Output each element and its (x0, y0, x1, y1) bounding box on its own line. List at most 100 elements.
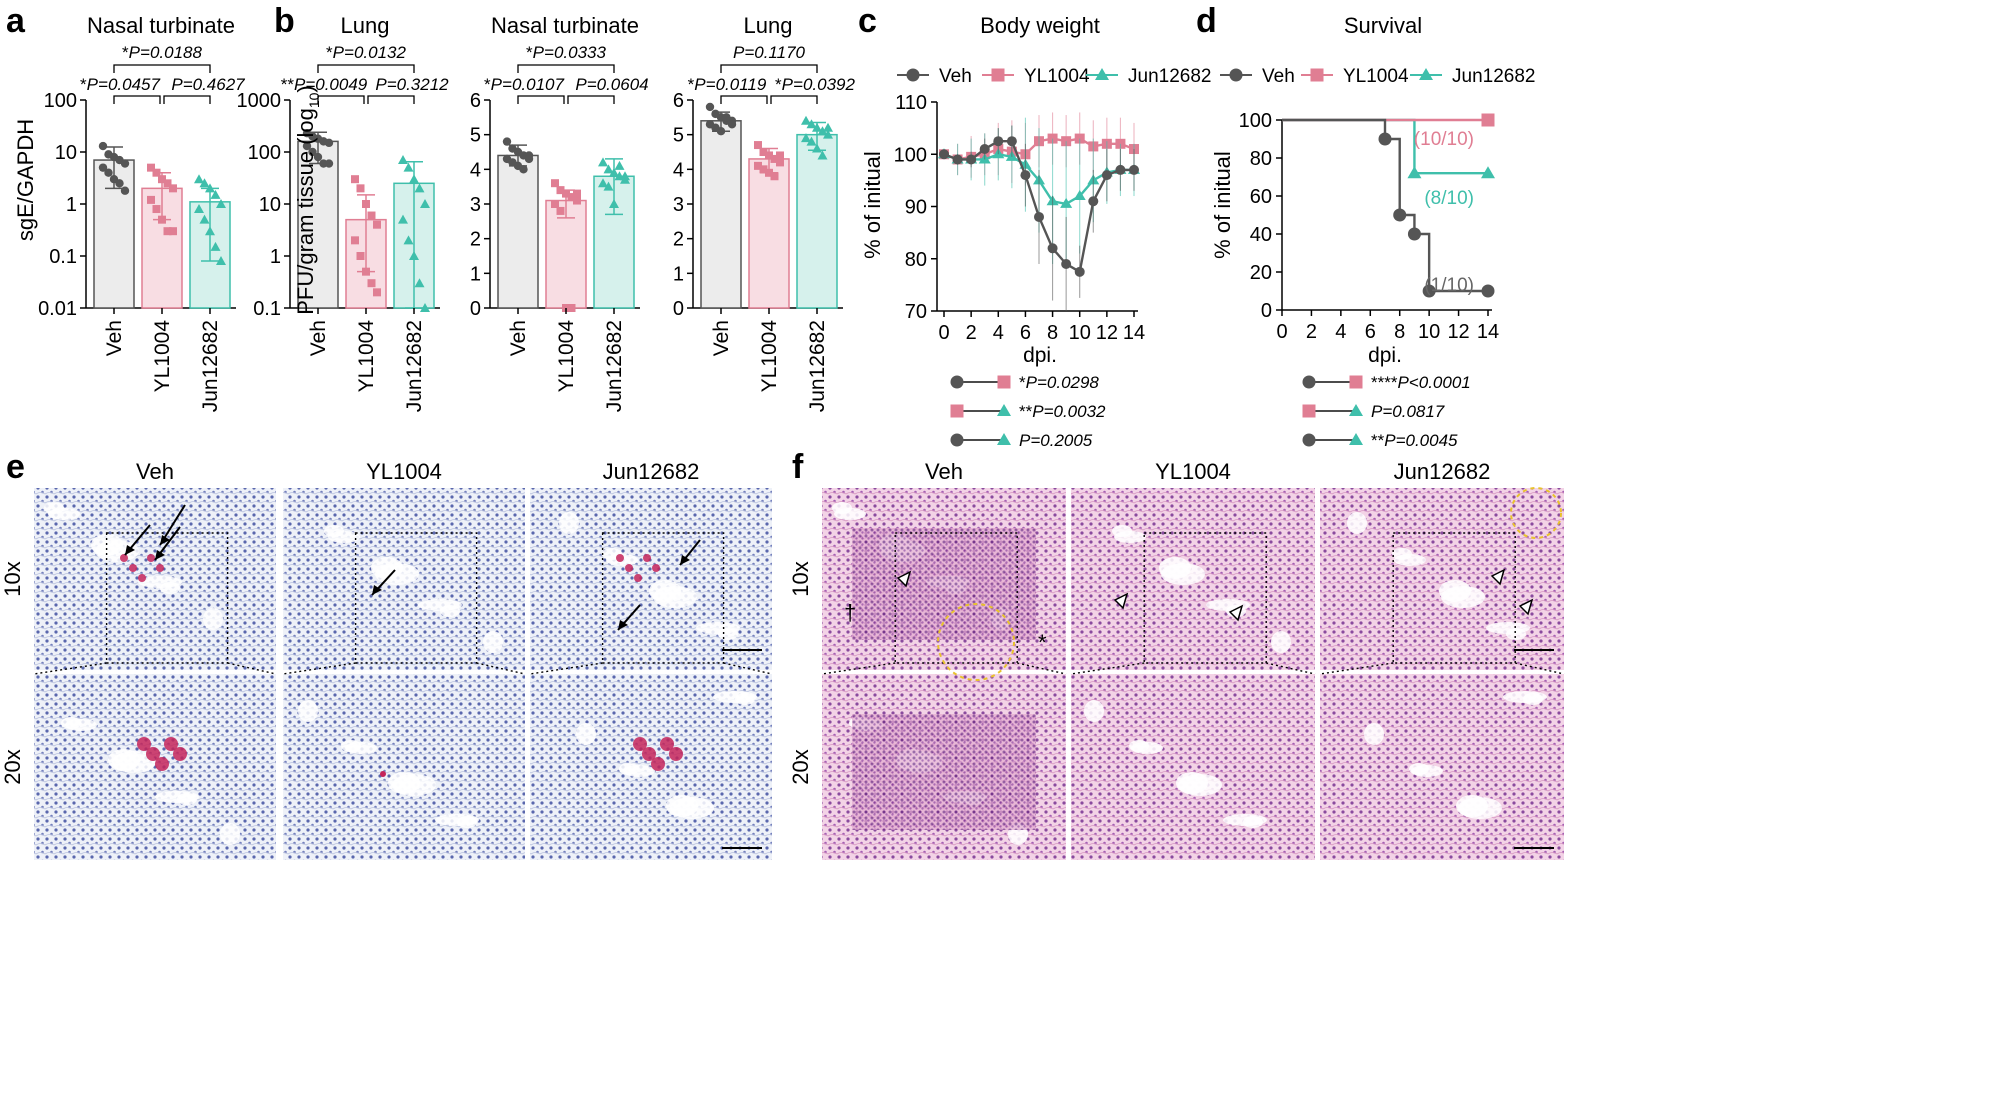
panel-letter-b: b (274, 2, 295, 40)
positive-stain (156, 564, 164, 572)
data-point (562, 189, 570, 198)
x-tick-label: 8 (1394, 321, 1405, 343)
y-tick-label: 90 (905, 197, 927, 219)
data-point (205, 226, 215, 236)
annotation-veh: (1/10) (1424, 275, 1474, 296)
data-point (420, 303, 430, 312)
stat-label-left-stars: ** (281, 75, 295, 94)
x-axis-label: dpi. (1023, 344, 1057, 367)
x-tick-label: 0 (1276, 321, 1287, 343)
data-point (409, 174, 419, 184)
data-point (194, 174, 204, 184)
zoom-line (821, 662, 896, 675)
positive-stain (155, 757, 169, 771)
y-tick-label: 1 (470, 263, 481, 285)
chart-title: Nasal turbinate (491, 13, 639, 38)
zoom-box (354, 532, 478, 664)
airspace (1441, 586, 1485, 608)
bar (796, 133, 838, 309)
data-point (210, 241, 221, 251)
stat-label-right: P=0.4627 (171, 75, 245, 94)
zoom-line (1017, 662, 1067, 675)
x-tick-label: Veh (507, 320, 530, 356)
data-point (776, 158, 784, 167)
airspace (48, 508, 80, 520)
y-tick-label: 5 (673, 125, 684, 147)
data-point (351, 175, 359, 184)
x-tick-label: YL1004 (758, 320, 781, 393)
airspace (1271, 631, 1291, 653)
data-point (1020, 170, 1031, 181)
stat-label-top-stars: * (122, 43, 129, 62)
inflammation-region (852, 528, 1036, 640)
marker (1481, 113, 1495, 127)
airspace (1131, 742, 1163, 754)
marker (991, 68, 1005, 82)
zoom-box (601, 532, 725, 664)
y-tick-label: 2 (470, 229, 481, 251)
data-point (1101, 170, 1112, 181)
data-point (1047, 243, 1058, 254)
x-tick-label: 12 (1096, 322, 1118, 344)
data-point (1006, 136, 1017, 147)
marker (997, 433, 1011, 445)
data-point (573, 196, 581, 205)
marker (906, 68, 920, 82)
panel-letter-c: c (858, 2, 877, 40)
bar (297, 140, 339, 309)
data-point (216, 256, 226, 266)
y-tick-label: 4 (673, 159, 684, 181)
data-point (367, 279, 376, 288)
airspace (1411, 765, 1443, 777)
row-label-10x: 10x (788, 561, 813, 596)
airspace (623, 765, 655, 777)
significance-bracket (567, 95, 615, 104)
y-axis-label: % of initual (860, 151, 885, 259)
airspace (1243, 816, 1263, 828)
y-tick-label: 4 (470, 159, 481, 181)
marker (1349, 404, 1363, 416)
data-point (754, 161, 762, 170)
zoom-line (476, 662, 526, 675)
stat-label-left-p: P=0.0457 (87, 75, 161, 94)
data-point (551, 179, 559, 188)
column-label-jun12682: Jun12682 (603, 459, 700, 484)
positive-stain (138, 574, 146, 582)
airspace (203, 608, 223, 630)
data-point (1088, 196, 1099, 207)
stat-label-right-stars: * (775, 75, 782, 94)
data-point (398, 155, 408, 165)
data-point (210, 189, 221, 199)
chart-title: Lung (341, 13, 390, 38)
bar (748, 158, 790, 309)
data-point (152, 168, 161, 177)
stat-label-left: **P=0.0049 (281, 75, 368, 94)
airspace (653, 586, 697, 608)
data-point (398, 214, 408, 224)
y-tick-label: 70 (905, 301, 927, 323)
arrow-head (155, 550, 165, 560)
open-arrowhead (1490, 568, 1506, 586)
inflammation-circle (937, 603, 1015, 681)
data-point (169, 227, 177, 236)
x-tick-label: 2 (966, 322, 977, 344)
y-tick-label: 6 (470, 90, 481, 112)
data-point (1115, 164, 1126, 175)
panel-b-y-axis-label: PFU/gram tissue (log10) (293, 85, 322, 315)
panel-b-y-label-sub: 10 (306, 92, 322, 108)
y-tick-label: 10 (55, 142, 77, 164)
data-point (98, 141, 108, 151)
y-tick-label: 2 (673, 229, 684, 251)
data-point (801, 133, 811, 143)
data-point (362, 200, 370, 208)
data-point (362, 267, 370, 276)
positive-stain (643, 554, 651, 562)
data-point (163, 227, 172, 236)
data-point (324, 159, 334, 168)
data-point (356, 252, 365, 260)
data-point (817, 126, 828, 136)
arrow-head (125, 545, 135, 555)
asterisk-marker: * (1038, 630, 1047, 655)
x-tick-label: 4 (993, 322, 1004, 344)
